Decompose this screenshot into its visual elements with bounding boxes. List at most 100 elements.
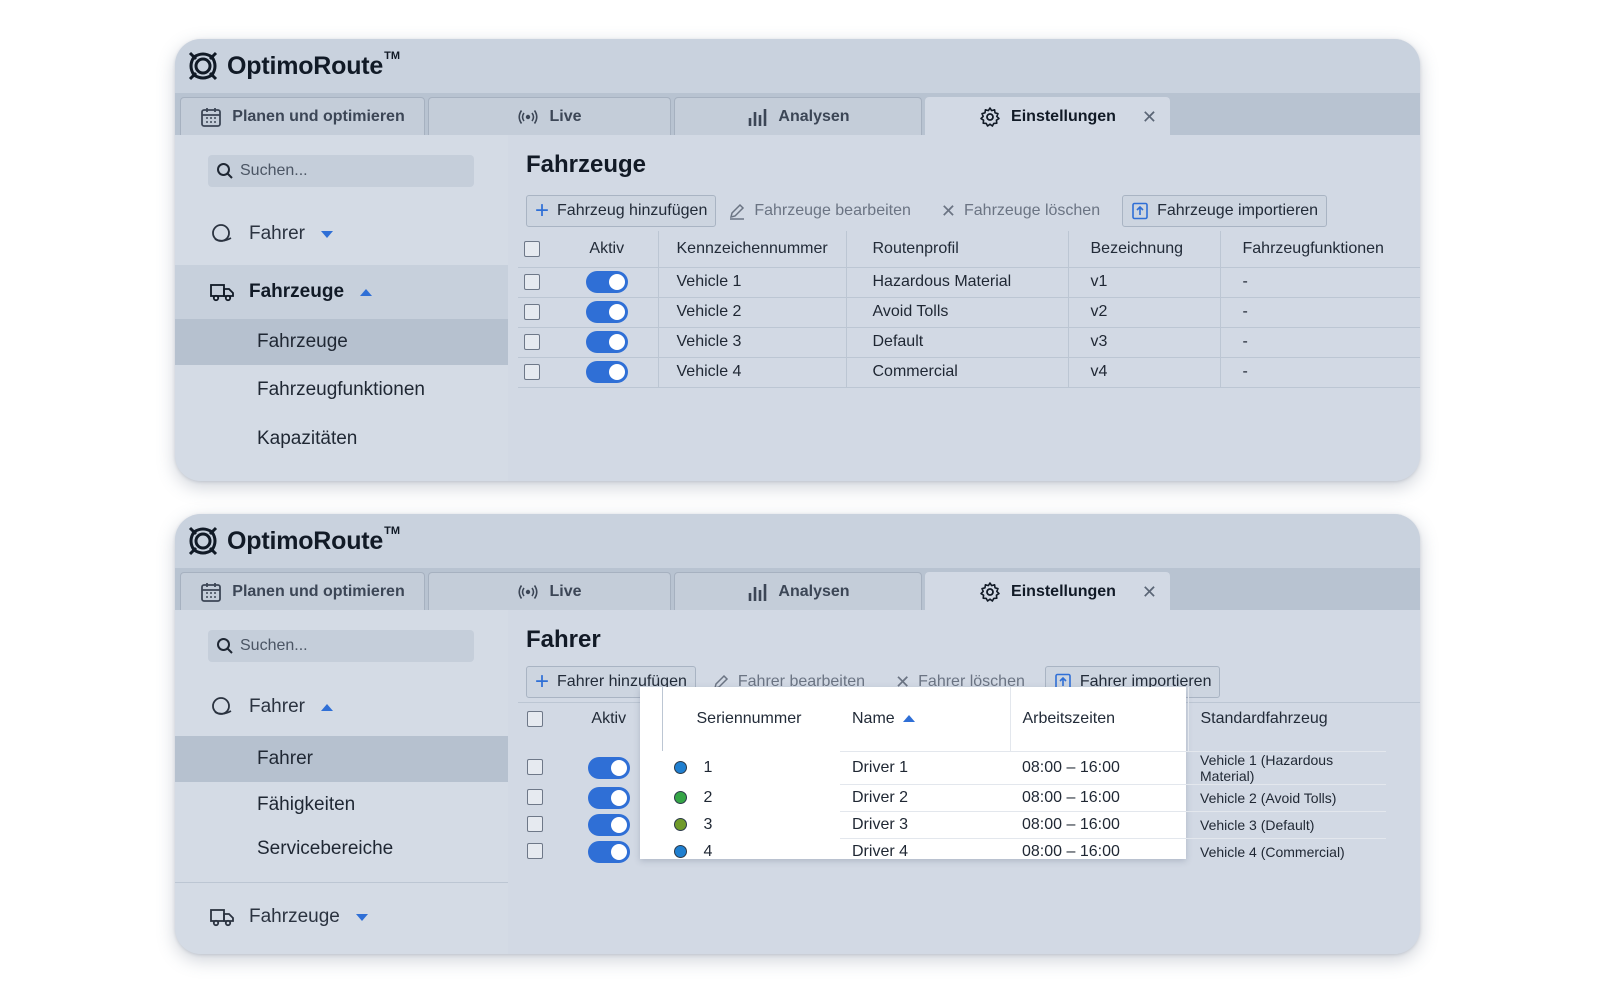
col-name[interactable]: Name xyxy=(840,687,1010,751)
row-checkbox[interactable] xyxy=(527,816,543,833)
settings-sidebar: Fahrer Fahrer Fähigkeiten Servicebereich… xyxy=(175,610,508,954)
plate-cell: Vehicle 1 xyxy=(657,267,846,298)
delete-drivers-button[interactable]: ✕ Fahrer löschen xyxy=(887,666,1033,698)
col-routenprofil[interactable]: Routenprofil xyxy=(845,231,1068,268)
sidebar-group-fahrzeuge[interactable]: Fahrzeuge xyxy=(175,890,508,944)
chevron-down-icon xyxy=(320,230,333,238)
sidebar-item-servicebereiche[interactable]: Servicebereiche xyxy=(257,838,394,859)
drivers-toolbar: + Fahrer hinzufügen Fahrer bearbeiten ✕ … xyxy=(526,666,1221,698)
profile-cell: Hazardous Material xyxy=(845,267,1068,298)
add-vehicle-button[interactable]: + Fahrzeug hinzufügen xyxy=(526,195,717,227)
active-toggle[interactable] xyxy=(588,813,630,836)
active-toggle[interactable] xyxy=(588,786,630,809)
delete-vehicles-button[interactable]: ✕ Fahrzeuge löschen xyxy=(933,195,1108,227)
col-bezeichnung[interactable]: Bezeichnung xyxy=(1067,231,1220,268)
button-label: Fahrer bearbeiten xyxy=(737,673,866,690)
sidebar-item-kapazitaeten[interactable]: Kapazitäten xyxy=(257,428,358,449)
active-toggle[interactable] xyxy=(585,361,628,383)
col-aktiv[interactable]: Aktiv xyxy=(556,231,658,268)
col-aktiv[interactable]: Aktiv xyxy=(591,710,627,727)
import-vehicles-button[interactable]: Fahrzeuge importieren xyxy=(1122,195,1328,227)
app-logo[interactable]: OptimoRoute TM xyxy=(185,47,400,85)
plus-icon: + xyxy=(535,668,550,695)
table-row[interactable]: 3 Driver 3 08:00 – 16:00 Vehicle 3 (Defa… xyxy=(518,811,1386,839)
broadcast-icon xyxy=(518,584,539,599)
tab-planen[interactable]: Planen und optimieren xyxy=(180,97,425,135)
col-arbeitszeiten[interactable]: Arbeitszeiten xyxy=(1009,687,1188,751)
row-checkbox[interactable] xyxy=(527,759,543,776)
table-row[interactable]: 2 Driver 2 08:00 – 16:00 Vehicle 2 (Avoi… xyxy=(518,784,1386,812)
select-all-checkbox[interactable] xyxy=(524,240,540,257)
drivers-table: Aktiv Seriennummer Name Arbeitszeiten St… xyxy=(518,687,1386,865)
name-cell: Driver 1 xyxy=(840,750,1010,785)
active-cell xyxy=(556,784,662,811)
app-logo[interactable]: OptimoRoute TM xyxy=(185,522,400,560)
row-checkbox[interactable] xyxy=(524,363,540,380)
vehicle-cell: Vehicle 4 (Commercial) xyxy=(1200,843,1345,860)
tab-label: Planen und optimieren xyxy=(232,582,405,600)
col-name-label: Name xyxy=(852,709,895,727)
table-row[interactable]: 1 Driver 1 08:00 – 16:00 Vehicle 1 (Haza… xyxy=(518,750,1386,785)
active-toggle[interactable] xyxy=(588,840,630,863)
col-fahrzeugfunktionen[interactable]: Fahrzeugfunktionen xyxy=(1219,231,1420,268)
app-header: OptimoRoute TM xyxy=(175,39,1420,93)
button-label: Fahrzeuge importieren xyxy=(1157,202,1319,219)
search-input[interactable] xyxy=(240,162,460,180)
button-label: Fahrzeuge bearbeiten xyxy=(754,202,911,219)
sidebar-group-fahrzeuge[interactable]: Fahrzeuge xyxy=(175,265,508,319)
active-toggle[interactable] xyxy=(585,331,628,353)
row-checkbox[interactable] xyxy=(524,303,540,320)
page-title: Fahrer xyxy=(526,626,601,653)
color-dot xyxy=(674,790,687,804)
active-toggle[interactable] xyxy=(585,301,628,323)
col-kennzeichennummer[interactable]: Kennzeichennummer xyxy=(657,231,846,268)
sidebar-item-fahrzeugfunktionen[interactable]: Fahrzeugfunktionen xyxy=(257,379,425,400)
select-all-checkbox[interactable] xyxy=(527,710,543,727)
tab-einstellungen[interactable]: Einstellungen ✕ xyxy=(925,572,1170,610)
sidebar-item-faehigkeiten[interactable]: Fähigkeiten xyxy=(257,794,356,815)
select-all-cell xyxy=(518,687,556,751)
chevron-down-icon xyxy=(355,913,368,921)
serial-value: 3 xyxy=(703,815,713,833)
table-row[interactable]: 4 Driver 4 08:00 – 16:00 Vehicle 4 (Comm… xyxy=(518,838,1386,865)
col-seriennummer[interactable]: Seriennummer xyxy=(661,687,840,751)
search-icon xyxy=(217,638,233,654)
close-icon[interactable]: ✕ xyxy=(1141,582,1157,602)
serial-value: 4 xyxy=(703,842,713,860)
add-driver-button[interactable]: + Fahrer hinzufügen xyxy=(526,666,696,698)
row-checkbox[interactable] xyxy=(524,273,540,290)
button-label: Fahrer löschen xyxy=(918,673,1025,690)
row-select-cell xyxy=(518,751,556,784)
profile-cell: Commercial xyxy=(845,357,1068,388)
search-input[interactable] xyxy=(240,637,460,655)
active-cell xyxy=(556,327,658,358)
row-select-cell xyxy=(518,811,556,838)
chevron-up-icon xyxy=(320,703,333,711)
table-row[interactable]: Vehicle 2 Avoid Tolls v2 - xyxy=(518,297,1420,328)
active-cell xyxy=(556,751,662,784)
row-checkbox[interactable] xyxy=(524,333,540,350)
sidebar-item-fahrer[interactable]: Fahrer xyxy=(175,736,508,782)
vehicle-cell: Vehicle 3 (Default) xyxy=(1188,811,1386,839)
sidebar-group-fahrer[interactable]: Fahrer xyxy=(175,207,508,261)
edit-vehicles-button[interactable]: Fahrzeuge bearbeiten xyxy=(720,195,919,227)
tab-planen[interactable]: Planen und optimieren xyxy=(180,572,425,610)
plate-cell: Vehicle 4 xyxy=(657,357,846,388)
col-standardfahrzeug[interactable]: Standardfahrzeug xyxy=(1187,687,1386,751)
tab-einstellungen[interactable]: Einstellungen ✕ xyxy=(925,97,1170,135)
sidebar-item-fahrzeuge[interactable]: Fahrzeuge xyxy=(175,319,508,365)
tab-analysen[interactable]: Analysen xyxy=(674,97,922,135)
label-cell: v2 xyxy=(1067,297,1220,328)
active-toggle[interactable] xyxy=(585,271,628,293)
active-toggle[interactable] xyxy=(588,756,630,779)
close-icon[interactable]: ✕ xyxy=(1141,107,1157,127)
tab-live[interactable]: Live xyxy=(428,97,671,135)
row-checkbox[interactable] xyxy=(527,843,543,860)
sidebar-group-fahrer[interactable]: Fahrer xyxy=(175,680,508,734)
table-row[interactable]: Vehicle 1 Hazardous Material v1 - xyxy=(518,267,1420,298)
row-checkbox[interactable] xyxy=(527,789,543,806)
table-row[interactable]: Vehicle 4 Commercial v4 - xyxy=(518,357,1420,388)
tab-live[interactable]: Live xyxy=(428,572,671,610)
table-row[interactable]: Vehicle 3 Default v3 - xyxy=(518,327,1420,358)
tab-analysen[interactable]: Analysen xyxy=(674,572,922,610)
